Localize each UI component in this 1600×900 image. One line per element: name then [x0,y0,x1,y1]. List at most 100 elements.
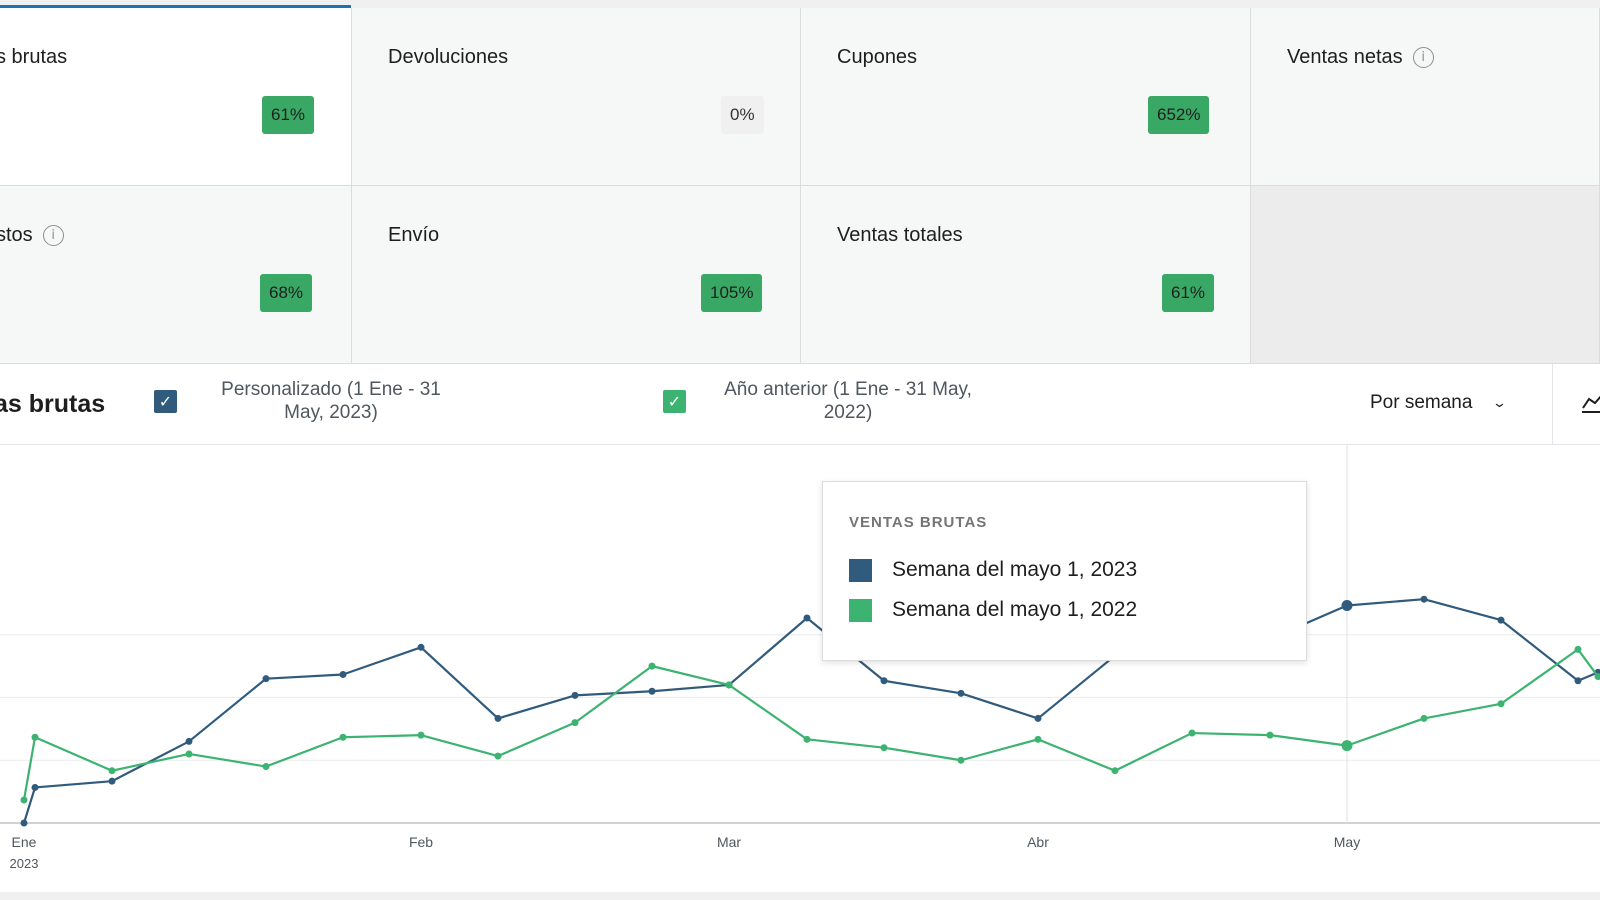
data-point [1034,714,1042,722]
data-point [571,719,579,727]
tile-label: s brutas [0,46,68,68]
data-point [185,750,193,758]
data-point [1574,677,1582,685]
data-point [185,737,193,745]
data-point [20,796,28,804]
tile-cupones[interactable]: Cupones 652% [801,8,1251,186]
change-badge: 61% [262,96,315,134]
data-point [494,714,502,722]
interval-select[interactable]: Por semana ⌄ [1370,392,1508,414]
tile-envio[interactable]: Envío 105% [352,186,801,364]
tile-label-text: Ventas netas [1287,46,1403,68]
x-tick-label: Mar [717,834,741,850]
series-swatch [849,598,872,622]
data-point [1188,729,1196,737]
selected-tile-indicator [0,5,351,10]
tile-label: Cupones [837,46,918,68]
data-point [648,662,656,670]
series-line-1 [22,648,1599,801]
x-tick-sublabel: 2023 [10,856,39,871]
chart-tooltip: VENTAS BRUTAS Semana del mayo 1, 2023 Se… [822,481,1307,661]
tile-label: Envío [388,224,440,246]
tile-ventas-brutas[interactable]: s brutas 61% [0,8,352,186]
tile-label: Devoluciones [388,46,509,68]
top-strip [0,0,1600,10]
line-chart-icon[interactable] [1580,390,1600,416]
empty-tile [1251,186,1600,364]
tooltip-row-label: Semana del mayo 1, 2023 [892,558,1138,581]
chevron-down-icon: ⌄ [1492,395,1508,411]
legend-line: May, 2023) [284,402,378,423]
legend-line: Año anterior (1 Ene - 31 May, [724,379,972,400]
data-point [1497,700,1505,708]
tooltip-row-label: Semana del mayo 1, 2022 [892,598,1138,621]
interval-label: Por semana [1370,392,1473,413]
tile-label-text: stos [0,224,33,246]
data-point [417,731,425,739]
divider [1552,364,1553,444]
data-point [339,733,347,741]
data-point [1111,767,1119,775]
data-point [1420,714,1428,722]
x-tick-label: Ene [12,834,37,850]
checkbox-previous-year[interactable]: ✓ [663,389,686,413]
x-tick-label: Abr [1027,834,1049,850]
data-point [31,783,39,791]
tile-impuestos[interactable]: stos i 68% [0,186,352,364]
tile-ventas-totales[interactable]: Ventas totales 61% [801,186,1251,364]
data-point [803,614,811,622]
data-point [1034,735,1042,743]
data-point [648,687,656,695]
x-tick-label: May [1334,834,1360,850]
change-badge: 0% [721,96,764,134]
chart-area: Ene 2023 Feb Mar Abr May [0,445,1600,900]
checkbox-current-period[interactable]: ✓ [154,389,177,413]
chart-title: as brutas [0,390,106,418]
info-icon[interactable]: i [1412,47,1434,68]
change-badge: 652% [1148,96,1210,134]
tile-label: Ventas netas i [1287,46,1434,69]
tile-label: stos i [0,224,64,247]
bottom-strip [0,892,1600,900]
data-point [108,767,116,775]
chart-header: as brutas ✓ Personalizado (1 Ene - 31 Ma… [0,364,1600,445]
data-point [417,643,425,651]
change-badge: 68% [260,274,313,312]
data-point [957,689,965,697]
data-point [725,681,733,689]
legend-previous-year[interactable]: ✓ Año anterior (1 Ene - 31 May, 2022) [663,378,988,424]
series-line-0 [22,598,1599,824]
tooltip-row: Semana del mayo 1, 2023 [849,558,1137,582]
data-point [1574,645,1582,653]
data-point [1341,740,1353,752]
data-point [880,744,888,752]
tooltip-row: Semana del mayo 1, 2022 [849,598,1137,622]
data-point [494,752,502,760]
data-point [1420,595,1428,603]
tile-label: Ventas totales [837,224,963,246]
change-badge: 105% [701,274,763,312]
change-badge: 61% [1162,274,1215,312]
data-point [262,675,270,683]
data-point [108,777,116,785]
legend-current-period[interactable]: ✓ Personalizado (1 Ene - 31 May, 2023) [154,378,451,424]
data-point [1266,731,1274,739]
tile-devoluciones[interactable]: Devoluciones 0% [352,8,801,186]
legend-line: 2022) [823,402,873,423]
data-point [31,733,39,741]
data-point [20,819,28,827]
legend-label: Personalizado (1 Ene - 31 May, 2023) [211,378,451,424]
x-tick-label: Feb [409,834,433,850]
legend-line: Personalizado (1 Ene - 31 [221,379,441,400]
tooltip-title: VENTAS BRUTAS [849,514,988,531]
data-point [571,691,579,699]
info-icon[interactable]: i [42,225,64,246]
tile-ventas-netas[interactable]: Ventas netas i [1251,8,1600,186]
sales-line-chart: Ene 2023 Feb Mar Abr May [0,445,1600,871]
data-point [1497,616,1505,624]
data-point [339,670,347,678]
data-point [1594,673,1600,681]
data-point [957,756,965,764]
series-swatch [849,558,872,582]
data-point [880,677,888,685]
